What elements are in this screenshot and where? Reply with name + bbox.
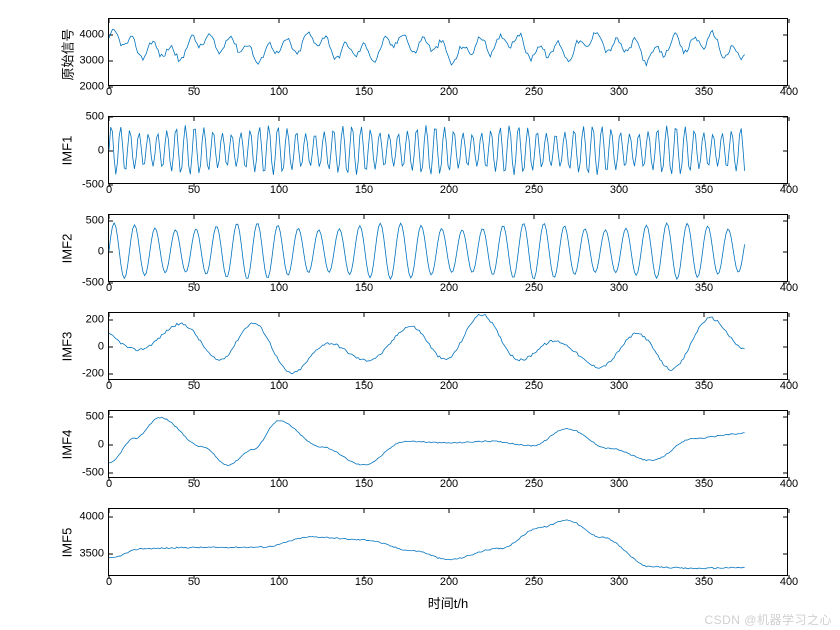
xtick-label: 100 <box>270 283 288 294</box>
subplot-IMF3: IMF3050100150200250300350400-2000200 <box>108 312 788 380</box>
xtick-label: 150 <box>355 283 373 294</box>
ytick-label: -500 <box>82 278 104 289</box>
xtick-label: 300 <box>610 185 628 196</box>
ylabel: IMF2 <box>60 204 75 294</box>
xtick-label: 400 <box>780 479 798 490</box>
series-line <box>109 117 787 183</box>
xtick-label: 50 <box>188 283 200 294</box>
xtick-label: 250 <box>525 381 543 392</box>
ylabel: 原始信号 <box>58 10 77 100</box>
series-line <box>109 509 787 575</box>
series-line <box>109 313 787 379</box>
series-line <box>109 215 787 281</box>
xtick-label: 200 <box>440 185 458 196</box>
xtick-label: 200 <box>440 479 458 490</box>
xtick-label: 200 <box>440 577 458 588</box>
xtick-label: 150 <box>355 577 373 588</box>
ylabel: IMF1 <box>60 106 75 196</box>
ylabel: IMF3 <box>60 302 75 392</box>
ylabel: IMF4 <box>60 400 75 490</box>
xtick-label: 350 <box>695 381 713 392</box>
xtick-label: 100 <box>270 185 288 196</box>
subplot-IMF1: IMF1050100150200250300350400-5000500 <box>108 116 788 184</box>
xtick-label: 400 <box>780 381 798 392</box>
xtick-label: 350 <box>695 283 713 294</box>
xtick-label: 50 <box>188 87 200 98</box>
xtick-label: 200 <box>440 381 458 392</box>
chart-container: 原始信号050100150200250300350400200030004000… <box>0 0 840 610</box>
ytick-label: 200 <box>86 314 104 325</box>
xtick-label: 300 <box>610 87 628 98</box>
xtick-label: 400 <box>780 577 798 588</box>
xtick-label: 100 <box>270 87 288 98</box>
xtick-label: 0 <box>106 479 112 490</box>
ylabel: IMF5 <box>60 498 75 588</box>
xtick-label: 0 <box>106 381 112 392</box>
ytick-label: -500 <box>82 180 104 191</box>
xtick-label: 50 <box>188 577 200 588</box>
ytick-label: 500 <box>86 216 104 227</box>
xlabel: 时间t/h <box>109 593 787 612</box>
series-line <box>109 19 787 85</box>
ytick-label: 0 <box>98 146 104 157</box>
xtick-label: 150 <box>355 479 373 490</box>
ytick-label: 4000 <box>80 511 104 522</box>
ytick-label: -200 <box>82 369 104 380</box>
ytick-label: 0 <box>98 440 104 451</box>
xtick-label: 400 <box>780 185 798 196</box>
xtick-label: 0 <box>106 577 112 588</box>
xtick-label: 350 <box>695 577 713 588</box>
subplot-IMF5: IMF505010015020025030035040035004000时间t/… <box>108 508 788 576</box>
xtick-label: 50 <box>188 479 200 490</box>
xtick-label: 250 <box>525 479 543 490</box>
xtick-label: 300 <box>610 283 628 294</box>
xtick-label: 0 <box>106 87 112 98</box>
subplot-原始信号: 原始信号050100150200250300350400200030004000 <box>108 18 788 86</box>
xtick-label: 200 <box>440 87 458 98</box>
xtick-label: 0 <box>106 185 112 196</box>
xtick-label: 400 <box>780 283 798 294</box>
xtick-label: 0 <box>106 283 112 294</box>
xtick-label: 100 <box>270 479 288 490</box>
ytick-label: -500 <box>82 468 104 479</box>
subplot-IMF2: IMF2050100150200250300350400-5000500 <box>108 214 788 282</box>
xtick-label: 250 <box>525 185 543 196</box>
ytick-label: 4000 <box>80 29 104 40</box>
xtick-label: 350 <box>695 87 713 98</box>
xtick-label: 150 <box>355 185 373 196</box>
xtick-label: 150 <box>355 87 373 98</box>
xtick-label: 200 <box>440 283 458 294</box>
ytick-label: 500 <box>86 112 104 123</box>
xtick-label: 300 <box>610 381 628 392</box>
series-line <box>109 411 787 477</box>
xtick-label: 50 <box>188 185 200 196</box>
xtick-label: 250 <box>525 577 543 588</box>
watermark: CSDN @机器学习之心 <box>704 611 832 628</box>
ytick-label: 500 <box>86 411 104 422</box>
xtick-label: 400 <box>780 87 798 98</box>
subplot-IMF4: IMF4050100150200250300350400-5000500 <box>108 410 788 478</box>
ytick-label: 3500 <box>80 549 104 560</box>
xtick-label: 300 <box>610 479 628 490</box>
xtick-label: 350 <box>695 479 713 490</box>
xtick-label: 100 <box>270 381 288 392</box>
ytick-label: 0 <box>98 247 104 258</box>
ytick-label: 0 <box>98 342 104 353</box>
xtick-label: 300 <box>610 577 628 588</box>
xtick-label: 250 <box>525 283 543 294</box>
xtick-label: 350 <box>695 185 713 196</box>
xtick-label: 150 <box>355 381 373 392</box>
xtick-label: 250 <box>525 87 543 98</box>
ytick-label: 2000 <box>80 82 104 93</box>
xtick-label: 50 <box>188 381 200 392</box>
ytick-label: 3000 <box>80 55 104 66</box>
xtick-label: 100 <box>270 577 288 588</box>
